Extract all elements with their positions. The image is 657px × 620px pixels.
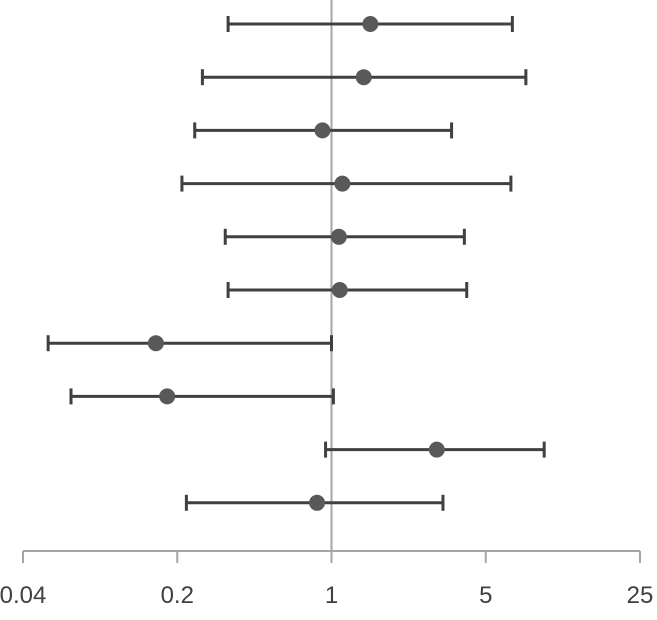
point-estimate-marker xyxy=(309,494,326,511)
forest-row xyxy=(46,335,333,352)
forest-row xyxy=(193,122,454,139)
x-tick-label: 5 xyxy=(479,582,492,609)
x-tick-label: 0.2 xyxy=(161,582,194,609)
x-tick-label: 25 xyxy=(627,582,654,609)
forest-row xyxy=(184,494,445,511)
point-estimate-marker xyxy=(355,69,372,86)
x-tick-label: 0.04 xyxy=(0,582,46,609)
forest-row xyxy=(200,69,528,86)
forest-row xyxy=(226,282,469,298)
x-tick-label: 1 xyxy=(325,582,338,609)
forest-row xyxy=(180,175,513,192)
point-estimate-marker xyxy=(334,175,351,192)
point-estimate-marker xyxy=(159,388,176,405)
forest-row xyxy=(69,388,335,405)
forest-row xyxy=(324,441,546,458)
point-estimate-marker xyxy=(428,441,445,458)
point-estimate-marker xyxy=(314,122,331,139)
point-estimate-marker xyxy=(362,16,379,32)
forest-row xyxy=(223,228,466,245)
forest-row xyxy=(226,16,514,32)
point-estimate-marker xyxy=(147,335,164,352)
point-estimate-marker xyxy=(331,282,348,298)
point-estimate-marker xyxy=(330,228,347,245)
